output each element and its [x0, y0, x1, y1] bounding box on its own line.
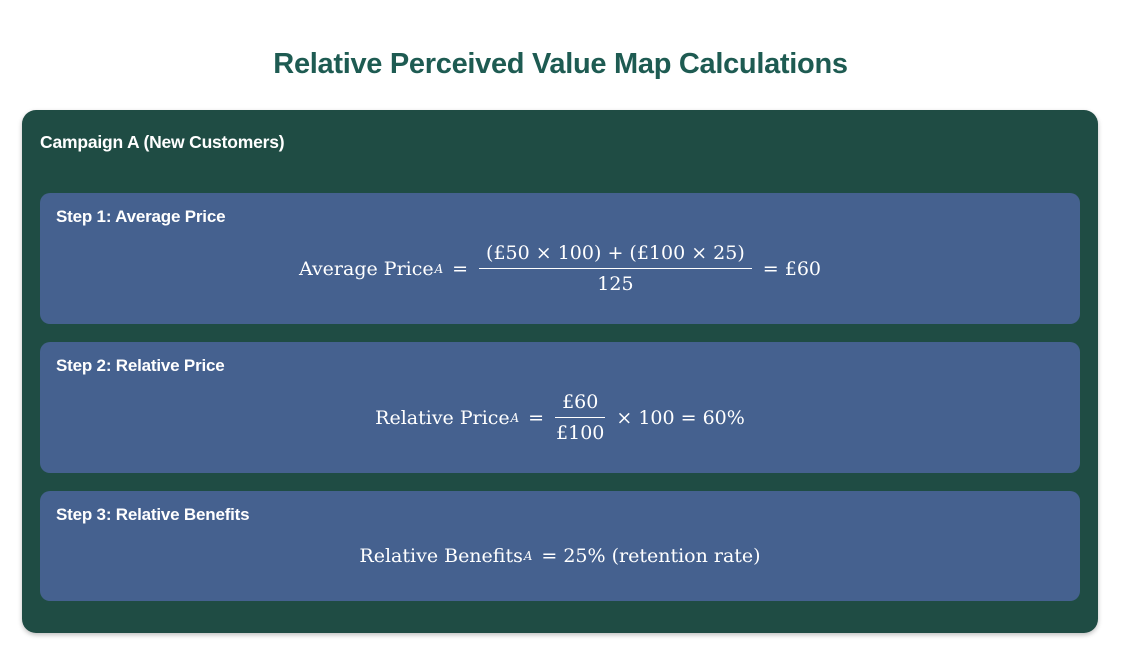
formula-subscript: A — [510, 410, 520, 425]
formula-subscript: A — [523, 549, 533, 563]
formula-lhs: Average Price — [299, 257, 434, 280]
fraction-numerator: (£50 × 100) + (£100 × 25) — [479, 242, 752, 269]
step-card-relative-benefits: Step 3: Relative Benefits Relative Benef… — [40, 491, 1080, 601]
relative-benefits-formula: Relative Benefits A = 25% (retention rate… — [56, 525, 1064, 587]
step-card-relative-price: Step 2: Relative Price Relative Price A =… — [40, 342, 1080, 473]
fraction: (£50 × 100) + (£100 × 25) 125 — [479, 242, 752, 295]
formula-lhs: Relative Price — [375, 406, 510, 429]
fraction-denominator: 125 — [597, 273, 634, 295]
formula-rhs: × 100 = 60% — [616, 406, 745, 429]
formula-equals: = — [452, 257, 469, 280]
formula-rhs: = 25% (retention rate) — [541, 545, 761, 567]
campaign-panel: Campaign A (New Customers) Step 1: Avera… — [22, 110, 1098, 633]
fraction: £60 £100 — [555, 391, 606, 444]
formula-lhs: Relative Benefits — [359, 545, 523, 567]
fraction-denominator: £100 — [556, 422, 605, 444]
step-label: Step 2: Relative Price — [56, 356, 225, 375]
formula-equals: = — [528, 406, 545, 429]
relative-price-formula: Relative Price A = £60 £100 × 100 = 60% — [56, 376, 1064, 459]
formula-rhs: = £60 — [762, 257, 821, 280]
fraction-numerator: £60 — [555, 391, 606, 418]
step-card-average-price: Step 1: Average Price Average Price A = (… — [40, 193, 1080, 324]
campaign-panel-title: Campaign A (New Customers) — [40, 132, 285, 152]
page-title: Relative Perceived Value Map Calculation… — [273, 48, 848, 80]
average-price-formula: Average Price A = (£50 × 100) + (£100 × 2… — [56, 227, 1064, 310]
step-label: Step 3: Relative Benefits — [56, 505, 250, 524]
step-label: Step 1: Average Price — [56, 207, 226, 226]
formula-subscript: A — [434, 261, 444, 276]
